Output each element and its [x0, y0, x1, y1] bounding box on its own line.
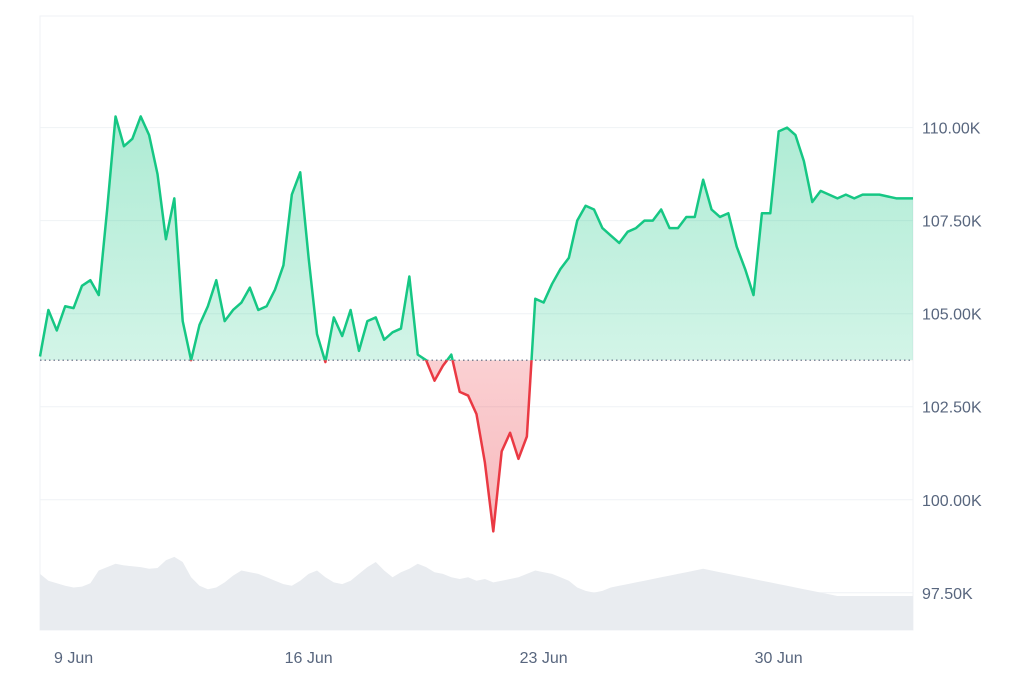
- x-tick-label: 30 Jun: [755, 650, 803, 667]
- area-above-baseline: [40, 116, 913, 361]
- y-tick-label: 97.50K: [922, 586, 973, 603]
- x-tick-label: 16 Jun: [285, 650, 333, 667]
- price-lines: [38, 115, 913, 533]
- price-line-up: [38, 115, 913, 361]
- y-tick-label: 102.50K: [922, 400, 982, 417]
- x-tick-label: 9 Jun: [54, 650, 93, 667]
- y-tick-label: 100.00K: [922, 493, 982, 510]
- y-tick-label: 107.50K: [922, 214, 982, 231]
- x-tick-label: 23 Jun: [520, 650, 568, 667]
- y-tick-label: 105.00K: [922, 307, 982, 324]
- y-axis-ticks: 110.00K 107.50K 105.00K 102.50K 100.00K 97.50…: [922, 121, 982, 603]
- area-below-baseline: [324, 360, 532, 532]
- price-line-down: [189, 360, 533, 533]
- price-area-fills: [40, 116, 913, 532]
- volume-shape: [40, 556, 913, 630]
- y-tick-label: 110.00K: [922, 121, 981, 138]
- x-axis-ticks: 9 Jun 16 Jun 23 Jun 30 Jun: [54, 650, 803, 667]
- volume-area: [40, 556, 913, 630]
